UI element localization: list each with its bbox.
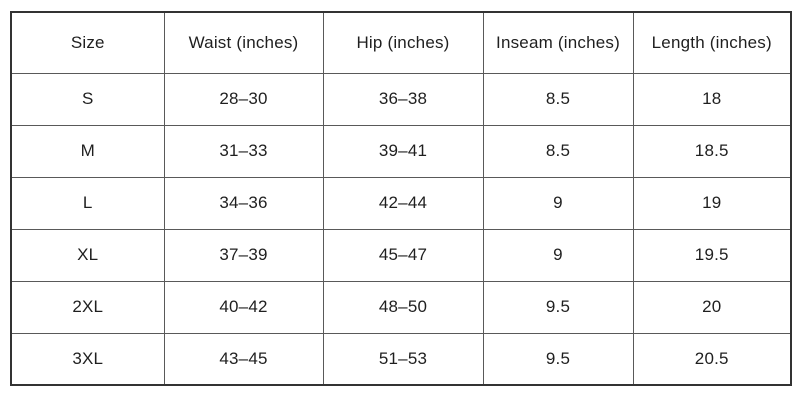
table-row-m: M 31–33 39–41 8.5 18.5	[10, 124, 792, 178]
cell-waist: 28–30	[163, 72, 324, 126]
table-row-3xl: 3XL 43–45 51–53 9.5 20.5	[10, 332, 792, 386]
table-row-xl: XL 37–39 45–47 9 19.5	[10, 228, 792, 282]
cell-inseam: 8.5	[482, 124, 634, 178]
cell-waist: 40–42	[163, 280, 324, 334]
cell-length: 19	[632, 176, 792, 230]
cell-hip: 36–38	[322, 72, 484, 126]
cell-hip: 42–44	[322, 176, 484, 230]
cell-inseam: 9.5	[482, 280, 634, 334]
col-header-inseam: Inseam (inches)	[482, 11, 634, 74]
cell-length: 18	[632, 72, 792, 126]
cell-hip: 45–47	[322, 228, 484, 282]
cell-waist: 31–33	[163, 124, 324, 178]
cell-inseam: 9	[482, 176, 634, 230]
header-row: Size Waist (inches) Hip (inches) Inseam …	[10, 11, 792, 74]
cell-size: 3XL	[10, 332, 165, 386]
cell-waist: 34–36	[163, 176, 324, 230]
cell-size: S	[10, 72, 165, 126]
cell-hip: 39–41	[322, 124, 484, 178]
cell-waist: 37–39	[163, 228, 324, 282]
col-header-hip: Hip (inches)	[322, 11, 484, 74]
col-header-size: Size	[10, 11, 165, 74]
cell-inseam: 8.5	[482, 72, 634, 126]
cell-waist: 43–45	[163, 332, 324, 386]
col-header-waist: Waist (inches)	[163, 11, 324, 74]
cell-length: 20.5	[632, 332, 792, 386]
cell-size: M	[10, 124, 165, 178]
size-chart-table: Size Waist (inches) Hip (inches) Inseam …	[10, 11, 792, 386]
cell-length: 19.5	[632, 228, 792, 282]
cell-inseam: 9.5	[482, 332, 634, 386]
table-row-l: L 34–36 42–44 9 19	[10, 176, 792, 230]
col-header-length: Length (inches)	[632, 11, 792, 74]
cell-hip: 48–50	[322, 280, 484, 334]
table-row-2xl: 2XL 40–42 48–50 9.5 20	[10, 280, 792, 334]
cell-inseam: 9	[482, 228, 634, 282]
cell-size: L	[10, 176, 165, 230]
cell-hip: 51–53	[322, 332, 484, 386]
table-row-s: S 28–30 36–38 8.5 18	[10, 72, 792, 126]
cell-length: 18.5	[632, 124, 792, 178]
cell-size: 2XL	[10, 280, 165, 334]
cell-length: 20	[632, 280, 792, 334]
cell-size: XL	[10, 228, 165, 282]
